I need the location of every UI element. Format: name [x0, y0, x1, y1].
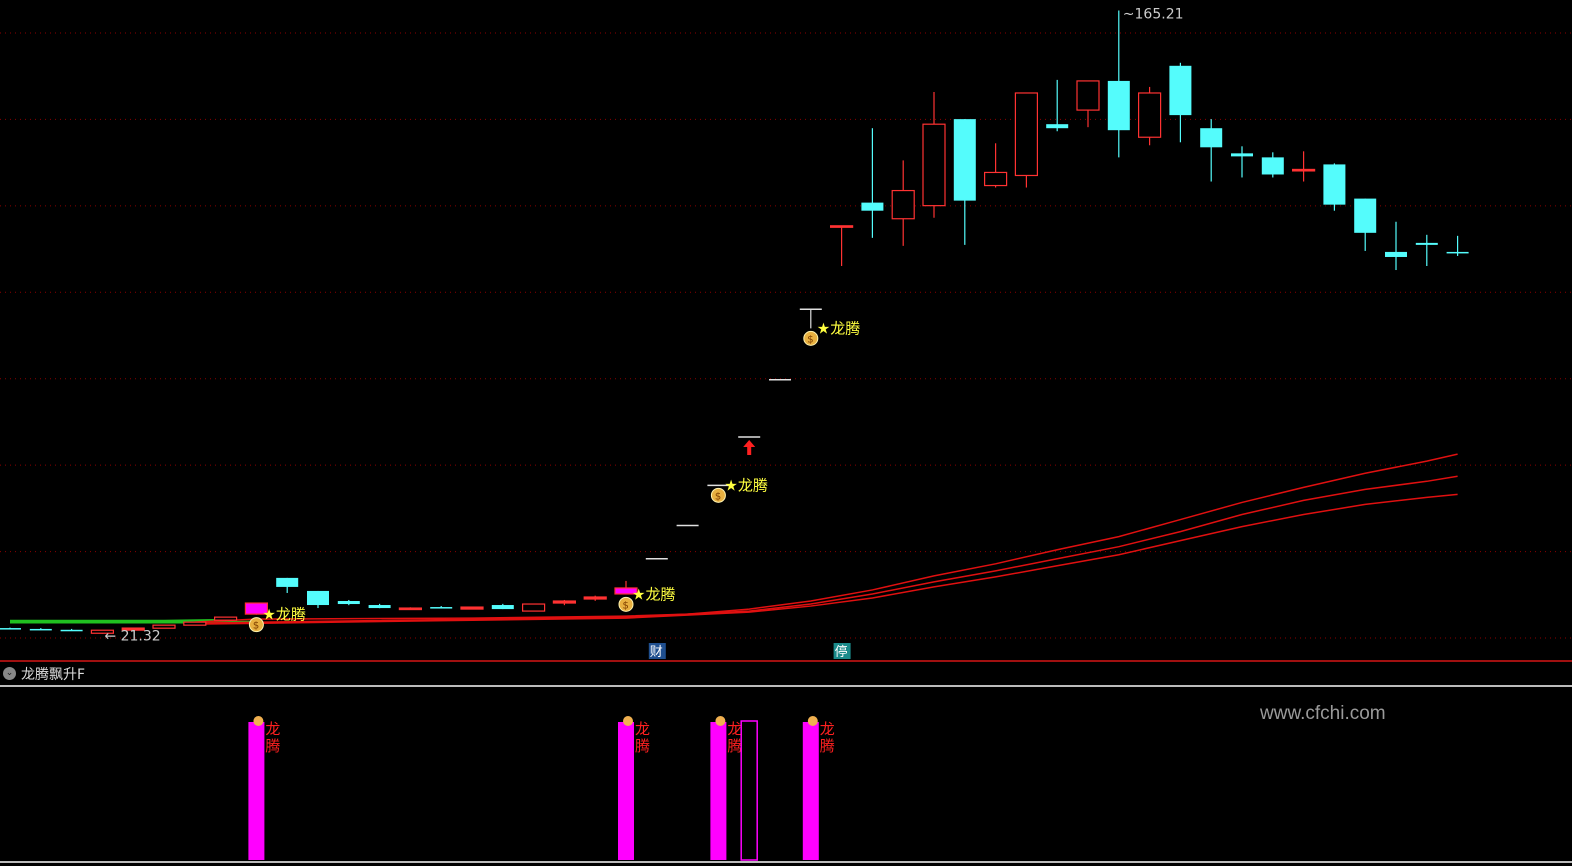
candle-body	[1446, 251, 1469, 254]
candle-body	[183, 621, 207, 626]
signal-label: ★龙腾	[817, 319, 860, 337]
hand-pointer-icon	[253, 716, 264, 726]
candle-body	[1291, 168, 1316, 172]
candle-body	[1046, 124, 1069, 129]
indicator-label: 腾	[820, 737, 835, 755]
money-bag-icon	[803, 330, 819, 346]
signal-label: ★龙腾	[724, 476, 767, 494]
candle-body	[922, 123, 946, 207]
low-price-label: ← 21.32	[104, 628, 160, 644]
indicator-label: 腾	[265, 737, 280, 755]
candle-body	[244, 602, 268, 615]
moving-average-line	[194, 475, 1458, 624]
candle-body	[1200, 128, 1223, 148]
money-bag-icon-glyph: $	[623, 600, 629, 611]
event-badge-text: 停	[835, 644, 848, 660]
candle-body	[368, 605, 391, 609]
signal-label: ★龙腾	[632, 585, 675, 603]
candle-body	[1323, 164, 1346, 205]
indicator-label: 腾	[727, 737, 742, 755]
candle-body	[1169, 65, 1192, 116]
green-line	[10, 618, 226, 622]
signal-label: ★龙腾	[262, 606, 305, 624]
candle-body	[60, 629, 83, 632]
hand-pointer-icon	[715, 716, 726, 726]
candle-body	[521, 603, 546, 612]
money-bag-icon	[618, 596, 634, 612]
indicator-name[interactable]: 龙腾飘升F	[21, 666, 86, 683]
candle-body	[307, 590, 329, 606]
hand-pointer-icon	[807, 716, 818, 726]
candle-body	[121, 627, 145, 631]
indicator-label: 腾	[635, 737, 650, 755]
candle-body	[276, 577, 299, 587]
indicator-bar	[802, 722, 819, 860]
candle-body	[0, 628, 21, 630]
money-bag-icon-glyph: $	[253, 621, 259, 632]
moving-average-line	[194, 493, 1458, 625]
indicator-panel-header: ⌄ 龙腾飘升F	[0, 662, 1572, 685]
indicator-bar-hollow	[740, 720, 758, 861]
money-bag-icon	[710, 487, 726, 503]
candle-body	[1385, 251, 1407, 257]
candle-body	[337, 601, 360, 605]
candle-body	[430, 607, 453, 609]
candle-body	[1415, 242, 1438, 245]
indicator-label: 龙	[727, 720, 742, 738]
candle-body	[583, 596, 607, 600]
event-badge	[833, 643, 851, 659]
candle-body	[829, 225, 854, 228]
candle-body	[90, 629, 115, 634]
candle-body	[552, 600, 577, 604]
candle-body	[861, 202, 884, 211]
candle-body	[152, 624, 176, 629]
candle-body	[29, 628, 52, 631]
candle-body	[491, 605, 514, 610]
candle-body	[1137, 92, 1162, 138]
indicator-label: 龙	[820, 720, 835, 738]
candle-body	[1261, 157, 1284, 175]
indicator-bar	[710, 722, 727, 860]
money-bag-icon-glyph: $	[715, 491, 721, 502]
red-up-arrow-icon	[743, 440, 756, 456]
high-price-label: ~165.21	[1123, 6, 1184, 22]
indicator-label: 龙	[635, 720, 650, 738]
event-badge	[648, 643, 666, 659]
candle-body	[953, 119, 976, 201]
moving-average-line	[194, 453, 1458, 623]
hand-pointer-icon	[623, 716, 633, 726]
candle-body	[1014, 92, 1039, 177]
candle-body	[1354, 198, 1377, 233]
indicator-label: 龙	[265, 720, 280, 738]
candle-body	[1107, 80, 1130, 131]
chevron-down-icon[interactable]: ⌄	[3, 667, 16, 680]
indicator-bar	[248, 722, 265, 860]
candle-body	[1076, 80, 1100, 111]
money-bag-icon	[248, 617, 264, 633]
candle-body	[398, 607, 422, 611]
watermark: www.cfchi.com	[1260, 703, 1386, 724]
candle-body	[1231, 153, 1253, 157]
candle-body	[614, 587, 638, 595]
candle-body	[460, 606, 484, 610]
indicator-bar	[618, 722, 634, 860]
candle-body	[983, 171, 1008, 187]
candle-body	[214, 616, 238, 621]
candle-body	[891, 189, 915, 220]
event-badge-text: 财	[650, 645, 663, 660]
money-bag-icon-glyph: $	[807, 334, 813, 345]
